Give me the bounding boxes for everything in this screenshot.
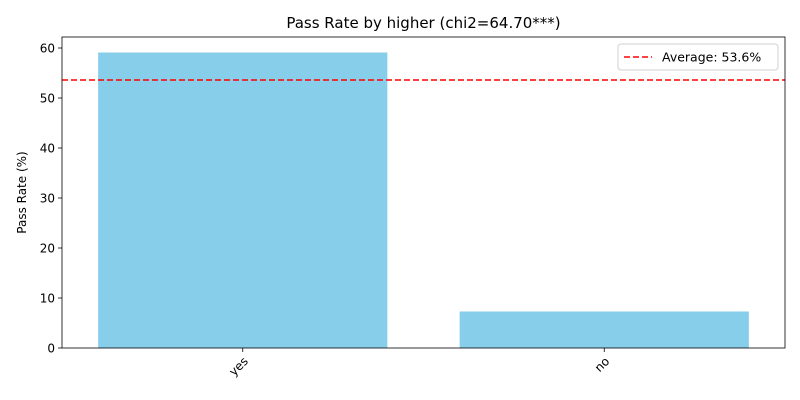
legend-label: Average: 53.6% <box>662 50 761 65</box>
y-tick-label-0: 0 <box>47 341 55 355</box>
y-tick-label-10: 10 <box>40 291 55 305</box>
bar-yes <box>98 52 388 348</box>
y-tick-label-20: 20 <box>40 241 55 255</box>
legend: Average: 53.6% <box>617 43 779 71</box>
y-tick-label-40: 40 <box>40 141 55 155</box>
y-axis-label: Pass Rate (%) <box>15 151 29 233</box>
chart-title: Pass Rate by higher (chi2=64.70***) <box>286 14 560 32</box>
bars-layer <box>98 52 749 348</box>
y-tick-label-60: 60 <box>40 41 55 55</box>
y-tick-label-50: 50 <box>40 91 55 105</box>
plot-frame <box>61 36 786 349</box>
y-tick-label-30: 30 <box>40 191 55 205</box>
legend-box <box>617 43 779 71</box>
bar-no <box>459 311 749 348</box>
